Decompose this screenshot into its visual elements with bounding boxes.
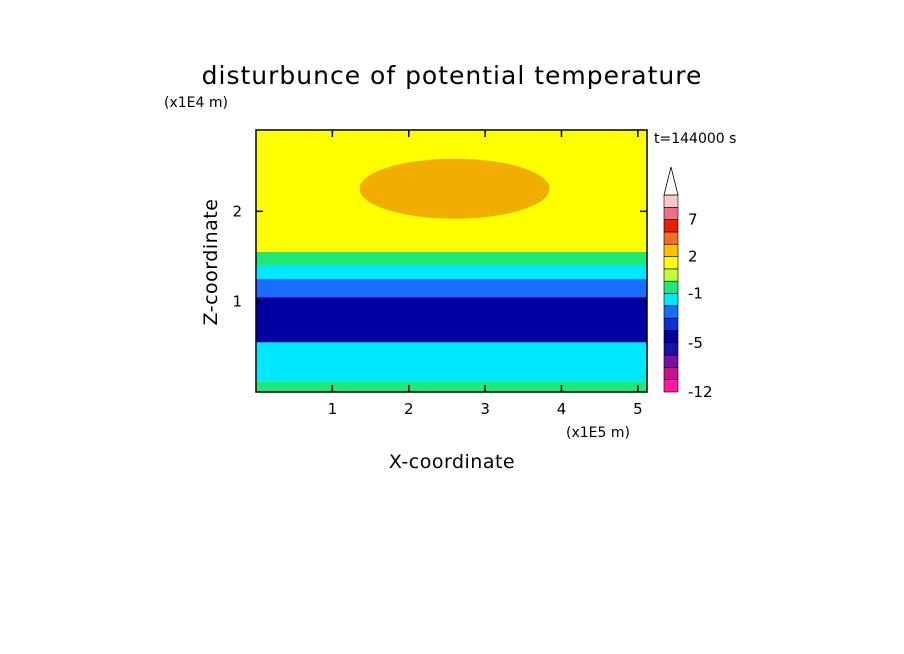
y-axis-label: Z-coordinate xyxy=(200,199,222,326)
x-tick-label: 4 xyxy=(557,400,567,418)
plot-frame xyxy=(255,129,648,393)
colorbar-band xyxy=(663,330,679,344)
y-unit-label: (x1E4 m) xyxy=(164,95,228,111)
x-tick-label: 3 xyxy=(480,400,490,418)
colorbar-band xyxy=(663,243,679,257)
time-label: t=144000 s xyxy=(654,131,736,147)
field-layer-4 xyxy=(256,265,647,280)
field-layer-2 xyxy=(256,297,647,343)
x-axis: 1 2 3 4 5 xyxy=(328,130,643,418)
colorbar-tick-label: -1 xyxy=(688,285,703,303)
field-layer-1 xyxy=(256,342,647,382)
contour-field xyxy=(256,130,647,392)
y-tick-label: 1 xyxy=(232,293,242,311)
colorbar-band xyxy=(663,268,679,282)
chart-title: disturbunce of potential temperature xyxy=(202,61,703,90)
field-layer-0 xyxy=(256,381,647,392)
warm-core xyxy=(359,158,550,219)
x-tick-label: 2 xyxy=(404,400,414,418)
colorbar-band xyxy=(663,305,679,319)
colorbar-band xyxy=(663,342,679,356)
x-tick-label: 5 xyxy=(633,400,643,418)
colorbar-band xyxy=(663,367,679,380)
colorbar-tick-label: -12 xyxy=(688,383,713,401)
x-unit-label: (x1E5 m) xyxy=(566,425,630,441)
colorbar-band xyxy=(663,317,679,331)
colorbar: -12-5-127 xyxy=(663,166,713,401)
colorbar-band xyxy=(663,256,679,270)
field-layer-3 xyxy=(256,279,647,298)
y-tick-label: 2 xyxy=(232,202,242,220)
x-tick-label: 1 xyxy=(328,400,338,418)
colorbar-band xyxy=(663,280,679,294)
colorbar-band xyxy=(663,219,679,233)
colorbar-band xyxy=(663,293,679,307)
y-axis: 12 xyxy=(232,202,647,311)
colorbar-band xyxy=(663,379,679,393)
colorbar-tick-label: -5 xyxy=(688,334,703,352)
x-axis-label: X-coordinate xyxy=(389,451,515,473)
colorbar-tick-label: 2 xyxy=(688,248,698,266)
colorbar-band xyxy=(663,194,679,208)
field-layer-5 xyxy=(256,251,647,266)
colorbar-band xyxy=(663,354,679,368)
colorbar-band xyxy=(663,207,679,220)
colorbar-tick-label: 7 xyxy=(688,211,698,229)
colorbar-extend-arrow xyxy=(663,166,679,196)
colorbar-band xyxy=(663,231,679,245)
